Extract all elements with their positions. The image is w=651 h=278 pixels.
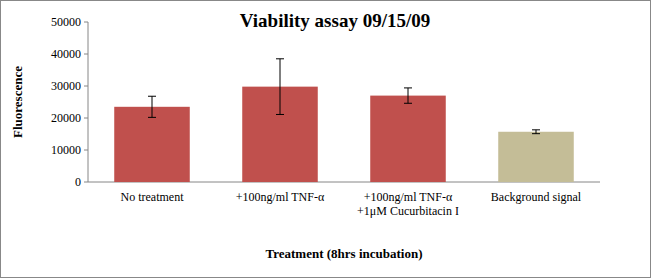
y-tick — [84, 86, 88, 87]
y-tick — [84, 118, 88, 119]
error-bar-stem — [536, 130, 537, 134]
x-tick-label-line: +100ng/ml TNF-α — [236, 190, 325, 204]
x-tick-label-line: +1μM Cucurbitacin I — [357, 204, 459, 218]
bar — [498, 132, 574, 182]
error-bar-stem — [408, 88, 409, 103]
y-tick-label: 10000 — [51, 143, 81, 157]
error-bar-stem — [152, 96, 153, 117]
y-tick-label: 40000 — [51, 47, 81, 61]
y-tick-label: 0 — [75, 175, 81, 189]
plot-area — [114, 59, 574, 182]
error-bar-cap — [276, 114, 284, 115]
x-tick-label-line: +100ng/ml TNF-α — [364, 190, 453, 204]
chart-border — [1, 1, 651, 278]
y-tick — [84, 182, 88, 183]
chart: Viability assay 09/15/09 Fluorescence Trea… — [0, 0, 651, 278]
y-axis-label: Fluorescence — [10, 66, 25, 138]
x-axis-label: Treatment (8hrs incubation) — [266, 246, 423, 261]
y-tick — [84, 54, 88, 55]
y-tick — [84, 22, 88, 23]
y-tick-label: 20000 — [51, 111, 81, 125]
y-tick-label: 30000 — [51, 79, 81, 93]
x-tick-label-line: Background signal — [491, 190, 582, 204]
title: Viability assay 09/15/09 — [240, 10, 430, 31]
y-tick — [84, 150, 88, 151]
x-tick-label: No treatment — [121, 190, 185, 204]
bar — [370, 96, 446, 182]
x-tick-label-line: No treatment — [121, 190, 185, 204]
y-tick-label: 50000 — [51, 15, 81, 29]
error-bar-cap — [148, 96, 156, 97]
error-bar-cap — [276, 58, 284, 59]
error-bar — [404, 88, 412, 103]
error-bar-cap — [404, 87, 412, 88]
x-tick-label: +100ng/ml TNF-α+1μM Cucurbitacin I — [357, 190, 459, 218]
bar — [114, 107, 190, 182]
x-tick-label: Background signal — [491, 190, 582, 204]
error-bar-cap — [404, 103, 412, 104]
error-bar — [276, 59, 284, 115]
error-bar-cap — [532, 129, 540, 130]
error-bar-cap — [148, 117, 156, 118]
error-bar-stem — [280, 59, 281, 115]
error-bar — [532, 130, 540, 134]
error-bar-cap — [532, 133, 540, 134]
y-axis — [88, 22, 89, 182]
error-bar — [148, 96, 156, 117]
x-tick-label: +100ng/ml TNF-α — [236, 190, 325, 204]
